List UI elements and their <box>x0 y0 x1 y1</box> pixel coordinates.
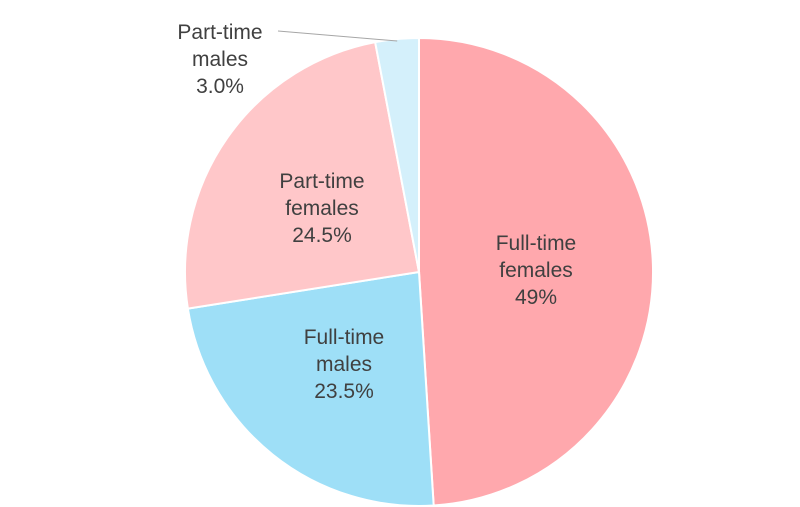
slice-label-line: females <box>285 197 359 220</box>
slice-label-part-time-females: Part-time females 24.5% <box>279 170 364 247</box>
slice-label-line: Part-time <box>279 170 364 193</box>
slice-label-full-time-females: Full-time females 49% <box>496 232 577 309</box>
leader-line-part-time-males <box>277 30 398 42</box>
slice-label-line: 3.0% <box>196 75 244 98</box>
leader-lines-layer <box>277 30 398 42</box>
pie-slice-full-time-males <box>186 270 435 507</box>
slice-label-line: males <box>192 48 248 71</box>
slice-label-line: males <box>316 353 372 376</box>
slice-label-part-time-males: Part-time males 3.0% <box>177 21 262 98</box>
pie-slice-part-time-females <box>183 40 421 310</box>
pie-slice-full-time-females <box>418 36 655 507</box>
slice-label-line: 23.5% <box>314 380 374 403</box>
labels-layer: Full-time females 49% Full-time males 23.5% Pa… <box>177 21 576 403</box>
slice-label-line: 24.5% <box>292 224 352 247</box>
slice-label-full-time-males: Full-time males 23.5% <box>304 326 385 403</box>
slice-label-line: Full-time <box>304 326 385 349</box>
slice-label-line: 49% <box>515 286 557 309</box>
slice-label-line: Part-time <box>177 21 262 44</box>
slice-label-line: females <box>499 259 573 282</box>
pie-slice-part-time-males <box>373 36 420 273</box>
slice-label-line: Full-time <box>496 232 577 255</box>
slices-layer <box>183 36 655 507</box>
